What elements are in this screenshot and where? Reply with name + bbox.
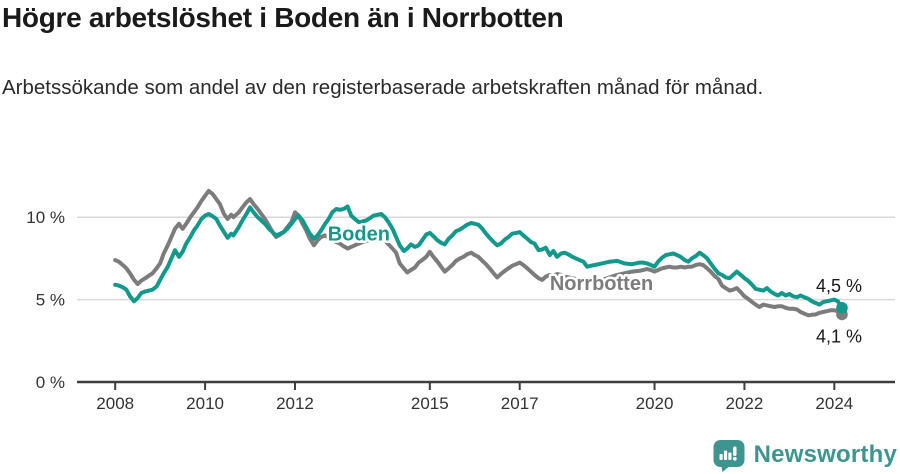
- brand-footer: Newsworthy: [712, 438, 897, 472]
- boden-end-value-label: 4,5 %: [816, 276, 862, 296]
- chart-subtitle: Arbetssökande som andel av den registerb…: [2, 76, 764, 99]
- x-tick-label: 2022: [726, 394, 764, 413]
- y-tick-label: 5 %: [36, 291, 65, 310]
- x-tick-label: 2020: [636, 394, 674, 413]
- page-title: Högre arbetslöshet i Boden än i Norrbott…: [2, 2, 564, 33]
- boden-end-dot: [836, 302, 848, 314]
- norrbotten-line: [113, 188, 844, 318]
- x-tick-label: 2008: [96, 394, 134, 413]
- brand-name: Newsworthy: [753, 441, 897, 468]
- x-tick-label: 2012: [276, 394, 314, 413]
- newsworthy-logo-icon: [712, 438, 746, 472]
- y-tick-label: 0 %: [36, 373, 65, 392]
- boden-line: [113, 204, 844, 310]
- x-tick-label: 2017: [501, 394, 539, 413]
- x-tick-label: 2010: [186, 394, 224, 413]
- norrbotten-series-label: Norrbotten: [550, 273, 653, 295]
- boden-series-label: Boden: [328, 224, 390, 246]
- y-tick-label: 10 %: [26, 208, 65, 227]
- x-tick-label: 2024: [815, 394, 853, 413]
- x-tick-label: 2015: [411, 394, 449, 413]
- norrbotten-end-value-label: 4,1 %: [816, 326, 862, 346]
